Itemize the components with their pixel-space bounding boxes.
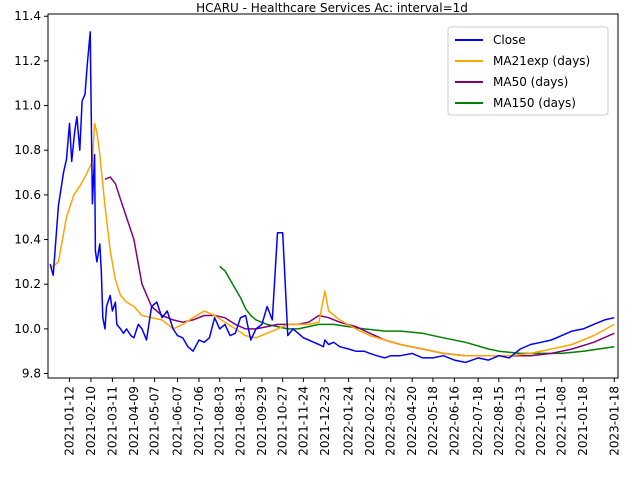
x-tick-label: 2021-08-03 — [213, 386, 227, 456]
legend-box — [447, 26, 609, 116]
x-tick-label: 2021-10-27 — [276, 386, 290, 456]
series-line-close — [49, 31, 615, 364]
x-tick-label: 2022-01-24 — [342, 386, 356, 456]
x-tick-label: 2021-11-24 — [296, 386, 310, 456]
x-tick-label: 2022-07-18 — [471, 386, 485, 456]
legend-label: MA50 (days) — [493, 75, 568, 89]
x-tick-label: 2021-08-31 — [233, 386, 247, 456]
chart-legend: Close MA21exp (days) MA50 (days) MA150 (day… — [447, 26, 609, 116]
y-tick-label: 10.4 — [14, 233, 41, 247]
x-tick-label: 2022-03-22 — [384, 386, 398, 456]
x-axis: 2021-01-12 2021-02-10 2021-03-11 2021-04-09… — [62, 378, 621, 456]
series-line-ma50-days — [104, 176, 615, 357]
x-tick-label: 2021-04-09 — [127, 386, 141, 456]
plot-frame — [47, 13, 619, 379]
x-tick-label: 2021-12-23 — [318, 386, 332, 456]
x-tick-label: 2022-06-16 — [447, 386, 461, 456]
y-tick-label: 9.8 — [22, 367, 41, 381]
x-tick-label: 2021-02-10 — [84, 386, 98, 456]
legend-label: MA150 (days) — [493, 96, 576, 110]
y-tick-label: 11.0 — [14, 99, 41, 113]
x-tick-label: 2021-01-12 — [62, 386, 76, 456]
x-tick-label: 2021-06-07 — [171, 386, 185, 456]
y-axis: 9.8 10.0 10.2 10.4 10.6 10.8 11.0 11.2 11.4 — [14, 9, 48, 381]
x-tick-label: 2023-01-18 — [607, 386, 621, 456]
x-tick-label: 2021-03-11 — [105, 386, 119, 456]
chart-title: HCARU - Healthcare Services Ac: interval… — [196, 1, 468, 15]
series-line-ma150-days — [219, 265, 615, 355]
x-tick-label: 2022-04-20 — [405, 386, 419, 456]
x-tick-label: 2022-10-11 — [534, 386, 548, 456]
x-tick-label: 2021-01-18 — [576, 386, 590, 456]
y-tick-label: 11.4 — [14, 9, 41, 23]
x-tick-label: 2021-09-29 — [255, 386, 269, 456]
legend-label: Close — [493, 33, 526, 47]
y-tick-label: 10.0 — [14, 322, 41, 336]
x-tick-label: 2021-07-06 — [192, 386, 206, 456]
x-tick-label: 2022-05-18 — [426, 386, 440, 456]
series-layer — [49, 31, 615, 364]
y-tick-label: 10.2 — [14, 277, 41, 291]
x-tick-label: 2022-09-13 — [513, 386, 527, 456]
y-tick-label: 10.8 — [14, 143, 41, 157]
y-tick-label: 11.2 — [14, 54, 41, 68]
series-line-ma21exp-days — [49, 122, 615, 357]
x-tick-label: 2021-05-07 — [148, 386, 162, 456]
x-tick-label: 2022-11-08 — [555, 386, 569, 456]
legend-label: MA21exp (days) — [493, 54, 590, 68]
x-tick-label: 2022-02-22 — [363, 386, 377, 456]
x-tick-label: 2022-08-15 — [492, 386, 506, 456]
y-tick-label: 10.6 — [14, 188, 41, 202]
